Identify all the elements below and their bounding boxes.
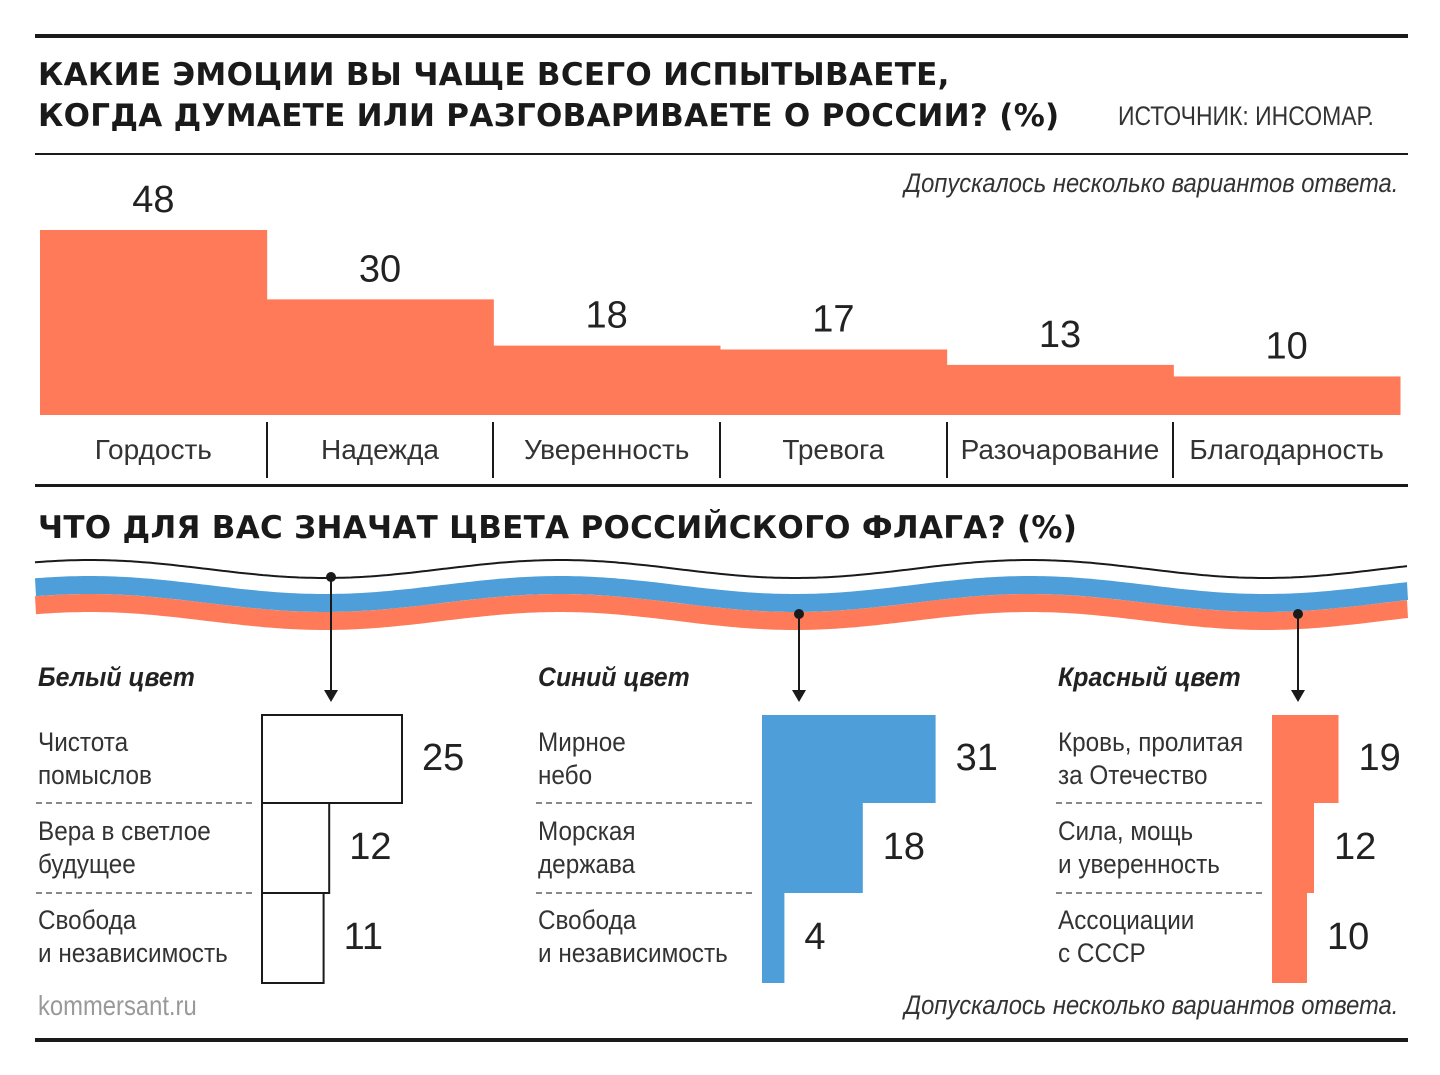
source-label: ИСТОЧНИК: ИНСОМАР. bbox=[1118, 101, 1374, 131]
flag-meaning-value: 31 bbox=[955, 737, 998, 779]
emotion-value-label: 48 bbox=[132, 179, 174, 221]
title-rule bbox=[35, 153, 1408, 155]
flag-meaning-value: 4 bbox=[804, 916, 826, 958]
flag-meaning-bar bbox=[261, 714, 403, 804]
flag-meaning-value: 10 bbox=[1327, 916, 1370, 958]
flag-section-title: Красный цвет bbox=[1058, 662, 1241, 692]
row-divider bbox=[1056, 892, 1262, 894]
category-separator bbox=[265, 422, 268, 478]
flag-section-title: Синий цвет bbox=[538, 662, 690, 692]
pointer-arrowhead bbox=[792, 690, 806, 702]
pointer-dot bbox=[326, 572, 336, 582]
chart1-title-line2: КОГДА ДУМАЕТЕ ИЛИ РАЗГОВАРИВАЕТЕ О РОССИ… bbox=[38, 98, 1060, 134]
pointer-arrowhead bbox=[324, 690, 338, 702]
flag-meaning-label: Свобода и независимость bbox=[538, 905, 728, 968]
chart1-bottom-rule bbox=[35, 484, 1408, 487]
emotion-bar bbox=[493, 345, 721, 415]
emotion-value-label: 17 bbox=[812, 298, 854, 340]
flag-meaning-value: 25 bbox=[422, 737, 465, 779]
flag-blue-stripe bbox=[35, 576, 1408, 612]
flag-meaning-value: 12 bbox=[349, 826, 392, 868]
flag-meaning-bar bbox=[1272, 803, 1314, 893]
flag-wave bbox=[34, 559, 1408, 630]
category-separator bbox=[1172, 422, 1175, 478]
footer-site: kommersant.ru bbox=[38, 990, 197, 1021]
flag-meaning-bar bbox=[1272, 715, 1339, 803]
category-separator bbox=[945, 422, 948, 478]
emotion-category-label: Гордость bbox=[94, 434, 212, 465]
flag-meaning-label: Сила, мощь и уверенность bbox=[1058, 816, 1220, 879]
row-divider bbox=[36, 892, 252, 894]
flag-meaning-bar bbox=[762, 803, 863, 893]
flag-meaning-value: 19 bbox=[1358, 737, 1401, 779]
flag-meaning-label: Чистота помыслов bbox=[38, 727, 152, 790]
emotion-bar bbox=[40, 230, 268, 415]
emotion-value-label: 13 bbox=[1039, 314, 1081, 356]
note-top: Допускалось несколько вариантов ответа. bbox=[903, 168, 1398, 198]
flag-meaning-label: Кровь, пролитая за Отечество bbox=[1058, 727, 1244, 790]
emotion-value-label: 10 bbox=[1266, 325, 1308, 367]
chart2-title: ЧТО ДЛЯ ВАС ЗНАЧАТ ЦВЕТА РОССИЙСКОГО ФЛА… bbox=[38, 510, 1078, 546]
emotion-category-label: Тревога bbox=[782, 434, 885, 465]
row-divider bbox=[536, 892, 752, 894]
flag-meaning-value: 11 bbox=[343, 916, 384, 958]
flag-meaning-bar bbox=[762, 715, 936, 803]
category-separator bbox=[719, 422, 721, 478]
emotion-value-label: 18 bbox=[586, 295, 628, 337]
flag-meaning-bar bbox=[261, 892, 325, 984]
flag-meaning-label: Свобода и независимость bbox=[38, 905, 228, 968]
bottom-rule bbox=[35, 1038, 1408, 1042]
flag-meaning-label: Мирное небо bbox=[538, 727, 626, 790]
emotion-bar bbox=[720, 349, 948, 415]
flag-meaning-label: Ассоциации с СССР bbox=[1058, 905, 1195, 968]
chart1-title-line1: КАКИЕ ЭМОЦИИ ВЫ ЧАЩЕ ВСЕГО ИСПЫТЫВАЕТЕ, bbox=[38, 57, 950, 93]
flag-meaning-value: 12 bbox=[1334, 826, 1377, 868]
pointer-dot bbox=[794, 609, 804, 619]
emotion-category-label: Надежда bbox=[320, 434, 439, 465]
flag-meaning-label: Вера в светлое будущее bbox=[38, 816, 211, 879]
flag-meaning-value: 18 bbox=[882, 826, 926, 868]
flag-red-stripe bbox=[35, 594, 1408, 630]
note-bottom: Допускалось несколько вариантов ответа. bbox=[903, 990, 1398, 1020]
emotion-category-label: Благодарность bbox=[1189, 434, 1384, 465]
emotion-bar bbox=[266, 299, 494, 415]
flag-white-stripe-outline bbox=[34, 559, 1408, 579]
pointer-dot bbox=[1293, 609, 1303, 619]
row-divider bbox=[36, 802, 252, 804]
flag-meaning-bar bbox=[762, 893, 785, 983]
emotion-value-label: 30 bbox=[359, 248, 401, 290]
emotions-chart: 48 30 18 17 13 10 bbox=[40, 179, 1401, 415]
flag-meaning-bar bbox=[261, 802, 331, 894]
row-divider bbox=[1056, 802, 1262, 804]
top-rule bbox=[35, 34, 1408, 38]
emotion-category-label: Уверенность bbox=[523, 434, 690, 465]
emotion-category-label: Разочарование bbox=[960, 434, 1160, 465]
emotion-bar bbox=[1173, 376, 1401, 415]
pointer-arrowhead bbox=[1291, 690, 1305, 702]
emotion-bar bbox=[946, 364, 1174, 415]
flag-meaning-label: Морская держава bbox=[538, 816, 636, 879]
category-separator bbox=[492, 422, 495, 478]
row-divider bbox=[536, 802, 752, 804]
flag-meaning-bar bbox=[1272, 893, 1307, 983]
flag-section-title: Белый цвет bbox=[38, 662, 195, 692]
